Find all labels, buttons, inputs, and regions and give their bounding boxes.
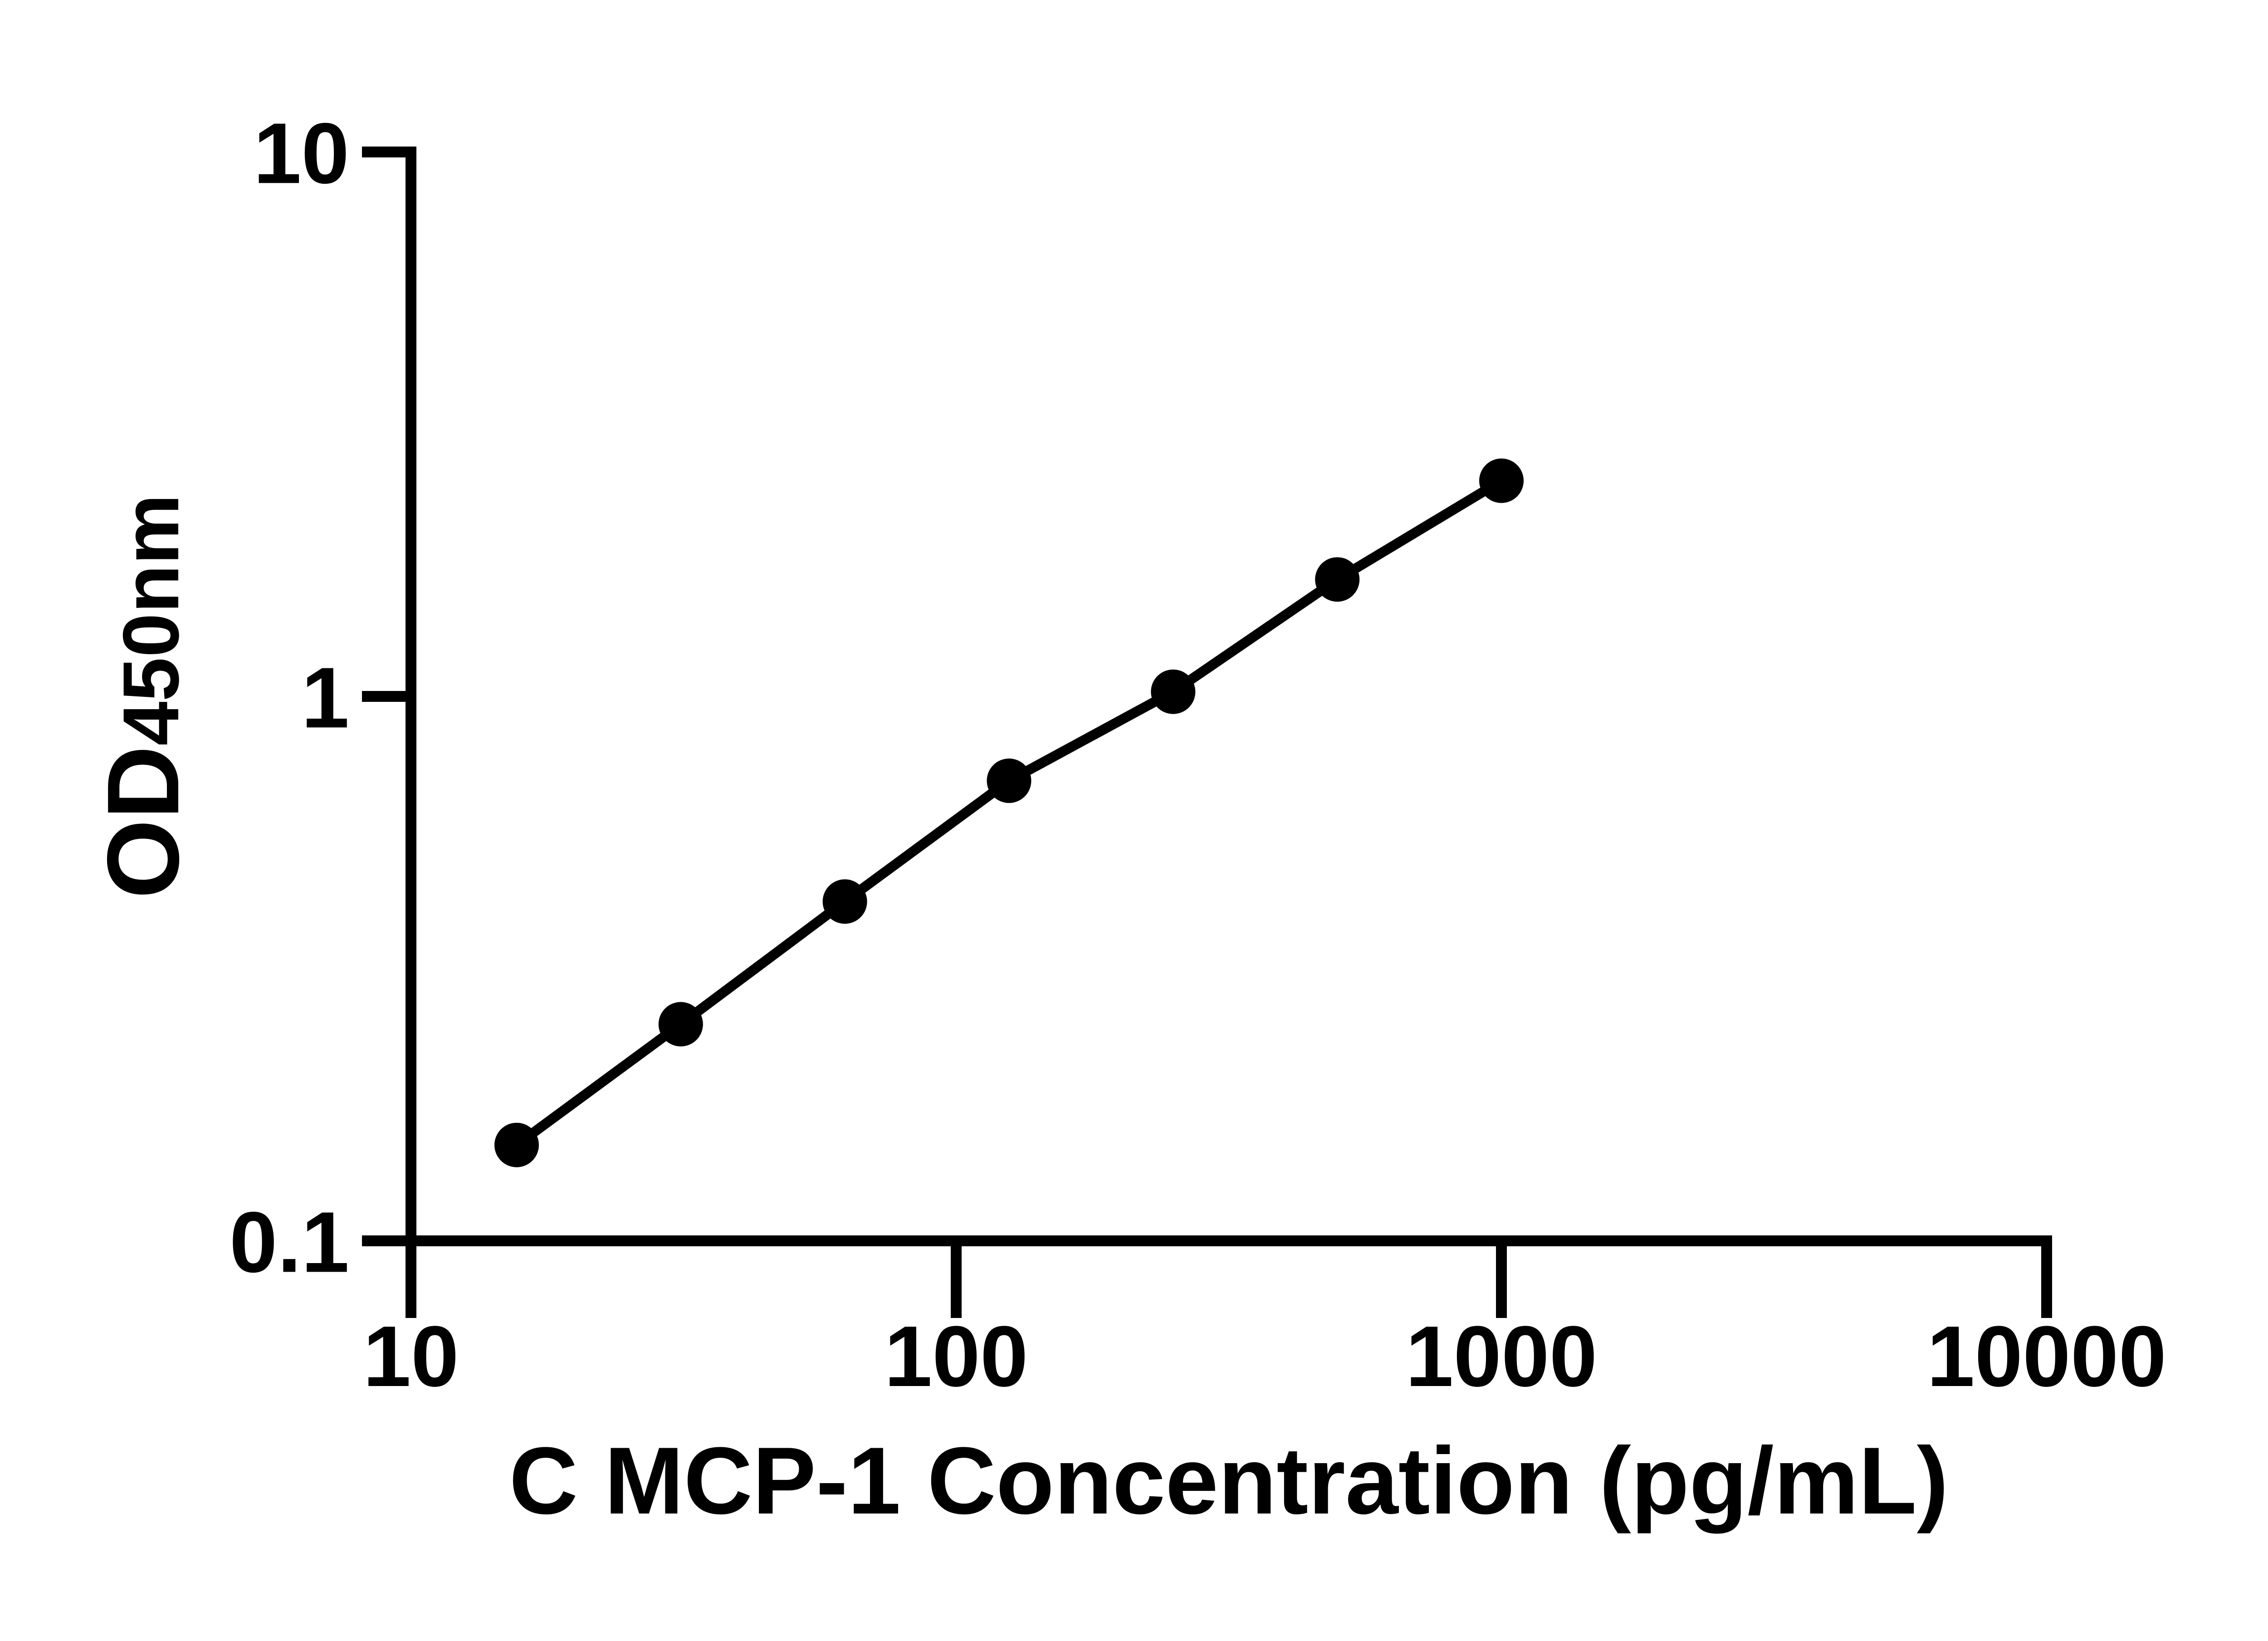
axes [406, 147, 2052, 1246]
x-tick-label: 10000 [1927, 1308, 2166, 1405]
x-axis-ticks [406, 1241, 2052, 1318]
data-point [1315, 557, 1360, 602]
x-axis-title: C MCP-1 Concentration (pg/mL) [509, 1427, 1948, 1534]
data-point [494, 1122, 539, 1167]
x-tick-label: 1000 [1406, 1308, 1598, 1405]
y-axis-title-sub: 450nm [107, 494, 196, 745]
x-tick-label: 100 [884, 1308, 1028, 1405]
y-tick-label: 0.1 [230, 1194, 349, 1290]
y-tick-label: 10 [254, 105, 349, 201]
data-point [658, 1002, 703, 1047]
data-point [1479, 458, 1524, 503]
x-tick-label: 10 [363, 1308, 459, 1405]
data-point [822, 879, 867, 924]
y-axis-ticks [362, 147, 411, 1246]
data-point [1151, 669, 1196, 714]
y-tick-label: 1 [301, 650, 349, 746]
y-axis-title: OD450nm [86, 494, 200, 899]
y-axis-title-main: OD [86, 745, 200, 899]
data-point [987, 758, 1031, 803]
x-axis-tick-labels: 10 100 1000 10000 [363, 1308, 2166, 1405]
series-point-group [494, 458, 1524, 1167]
y-axis-tick-labels: 0.1 1 10 [230, 105, 349, 1290]
